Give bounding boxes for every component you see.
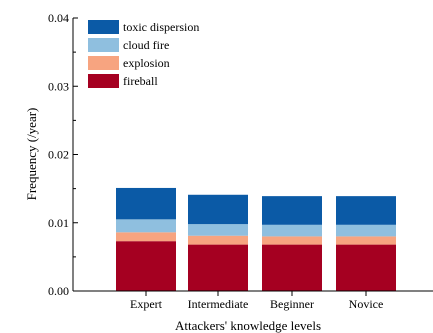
y-tick-label: 0.04 (48, 11, 69, 25)
y-tick-label: 0.01 (48, 216, 69, 230)
x-axis-title: Attackers' knowledge levels (175, 318, 321, 333)
x-tick-label-novice: Novice (349, 297, 384, 311)
bars-layer (116, 187, 396, 291)
axes-layer: 0.00 0.01 0.02 0.03 0.04 Expert Intermediate Be… (48, 11, 433, 311)
legend-swatch-fireball (88, 74, 119, 88)
legend-label-fireball: fireball (123, 74, 158, 88)
bar-explosion-beginner (262, 236, 322, 245)
bar-cloud-fire-novice (336, 224, 396, 237)
bar-fireball-expert (116, 241, 176, 291)
y-tick-label: 0.00 (48, 284, 69, 298)
y-tick-label: 0.02 (48, 148, 69, 162)
bar-fireball-beginner (262, 244, 322, 291)
legend-label-cloud-fire: cloud fire (123, 38, 169, 52)
bar-toxic-dispersion-expert (116, 187, 176, 220)
y-tick-label: 0.03 (48, 79, 69, 93)
bar-explosion-novice (336, 236, 396, 245)
x-tick-label-intermediate: Intermediate (188, 297, 249, 311)
bar-toxic-dispersion-beginner (262, 196, 322, 225)
bar-explosion-intermediate (188, 235, 248, 245)
legend-swatch-toxic-dispersion (88, 20, 119, 34)
bar-toxic-dispersion-novice (336, 196, 396, 225)
x-tick-label-expert: Expert (130, 297, 163, 311)
y-axis-title: Frequency (/year) (24, 108, 39, 201)
legend-label-toxic-dispersion: toxic dispersion (123, 20, 199, 34)
bar-cloud-fire-intermediate (188, 224, 248, 236)
x-tick-label-beginner: Beginner (270, 297, 314, 311)
bar-fireball-novice (336, 244, 396, 291)
legend-label-explosion: explosion (123, 56, 170, 70)
bar-cloud-fire-expert (116, 219, 176, 233)
bar-explosion-expert (116, 232, 176, 242)
legend-swatch-cloud-fire (88, 38, 119, 52)
legend-swatch-explosion (88, 56, 119, 70)
bar-cloud-fire-beginner (262, 224, 322, 237)
bar-toxic-dispersion-intermediate (188, 194, 248, 225)
legend: toxic dispersion cloud fire explosion fireb… (88, 20, 199, 88)
bar-fireball-intermediate (188, 244, 248, 291)
